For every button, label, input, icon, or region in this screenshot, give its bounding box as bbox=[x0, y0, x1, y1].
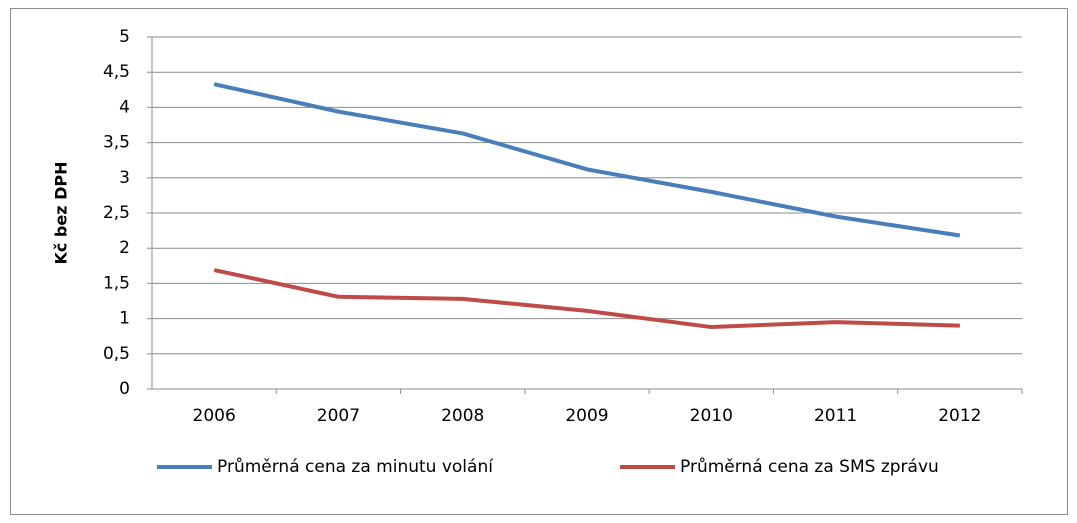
y-tick-label: 4 bbox=[119, 97, 130, 117]
x-tick-label: 2006 bbox=[193, 406, 236, 426]
y-tick-label: 2,5 bbox=[103, 203, 130, 223]
y-tick-label: 3 bbox=[119, 168, 130, 188]
x-tick-label: 2011 bbox=[814, 406, 857, 426]
y-tick-label: 2 bbox=[119, 238, 130, 258]
x-tick-label: 2007 bbox=[317, 406, 360, 426]
x-tick-label: 2012 bbox=[938, 406, 981, 426]
y-tick-label: 3,5 bbox=[103, 133, 130, 153]
y-tick-label: 0,5 bbox=[103, 344, 130, 364]
y-tick-label: 1,5 bbox=[103, 273, 130, 293]
legend-label: Průměrná cena za SMS zprávu bbox=[680, 457, 939, 477]
x-tick-label: 2010 bbox=[690, 406, 733, 426]
line-series bbox=[213, 82, 961, 238]
y-tick-label: 5 bbox=[119, 27, 130, 47]
legend-label: Průměrná cena za minutu volání bbox=[217, 457, 494, 477]
chart-border bbox=[10, 8, 1068, 515]
y-tick-label: 1 bbox=[119, 309, 130, 329]
y-axis-label: Kč bez DPH bbox=[52, 161, 71, 264]
x-tick-label: 2008 bbox=[441, 406, 484, 426]
y-tick-label: 4,5 bbox=[103, 62, 130, 82]
x-tick-label: 2009 bbox=[565, 406, 608, 426]
y-tick-label: 0 bbox=[119, 379, 130, 399]
line-series bbox=[213, 268, 960, 330]
